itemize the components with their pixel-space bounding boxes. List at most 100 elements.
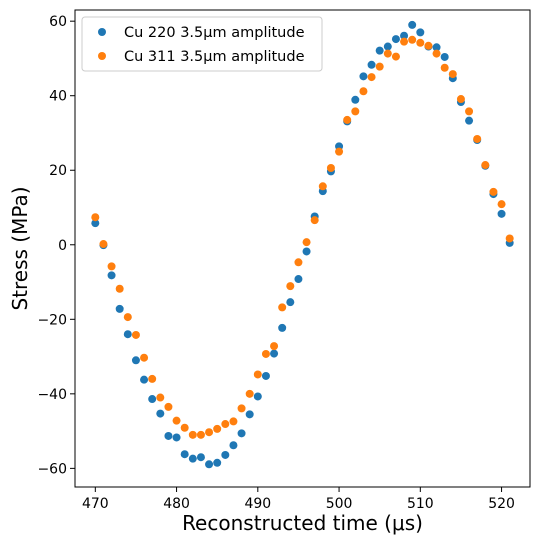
y-tick-label: 0 (58, 238, 67, 254)
data-point-series0-7 (148, 395, 157, 404)
data-point-series0-9 (164, 431, 173, 440)
data-point-series0-50 (497, 209, 506, 218)
data-point-series1-47 (473, 134, 482, 143)
data-point-series0-6 (140, 375, 149, 384)
y-axis-ticks: −60 −40 −20 0 20 40 60 (37, 14, 75, 477)
data-point-series1-45 (456, 95, 465, 104)
data-point-series1-44 (448, 70, 457, 79)
data-point-series1-29 (326, 164, 335, 173)
data-point-series0-33 (359, 72, 368, 81)
data-point-series0-8 (156, 409, 165, 418)
data-point-series1-1 (99, 240, 108, 249)
data-point-series1-22 (270, 342, 279, 351)
data-point-series1-40 (416, 38, 425, 47)
data-point-series0-32 (351, 95, 360, 104)
data-point-series1-0 (91, 213, 100, 222)
data-point-series0-36 (383, 42, 392, 51)
y-tick-label: 60 (49, 14, 67, 30)
data-point-series0-13 (196, 453, 205, 462)
data-point-series0-40 (416, 28, 425, 37)
data-point-series1-12 (188, 430, 197, 439)
series-1 (91, 35, 514, 439)
data-point-series1-21 (261, 349, 270, 358)
data-point-series0-43 (440, 52, 449, 61)
data-point-series0-34 (367, 60, 376, 69)
data-point-series1-34 (367, 73, 376, 82)
data-point-series1-37 (391, 52, 400, 61)
data-point-series0-38 (400, 31, 409, 40)
data-point-series1-39 (408, 35, 417, 44)
data-point-series1-25 (294, 258, 303, 267)
data-point-series1-18 (237, 404, 246, 413)
data-point-series1-5 (131, 330, 140, 339)
data-point-series1-26 (302, 238, 311, 247)
legend-marker-cu-220 (98, 28, 106, 36)
data-point-series0-5 (131, 356, 140, 365)
data-point-series1-11 (180, 423, 189, 432)
data-point-series0-21 (261, 371, 270, 380)
data-point-series1-38 (400, 37, 409, 46)
data-point-series0-0 (91, 219, 100, 228)
y-tick-label: −60 (37, 461, 67, 477)
data-point-series1-27 (310, 216, 319, 225)
data-point-series0-25 (294, 275, 303, 284)
y-tick-label: −20 (37, 312, 67, 328)
x-tick-label: 500 (326, 496, 353, 512)
data-point-series1-31 (343, 115, 352, 124)
data-point-series1-48 (481, 161, 490, 170)
data-point-series1-10 (172, 416, 181, 425)
data-points-layer (91, 20, 514, 469)
legend-marker-cu-311 (98, 52, 106, 60)
data-point-series1-19 (245, 389, 254, 398)
data-point-series0-42 (432, 43, 441, 52)
data-point-series1-13 (196, 430, 205, 439)
legend-label-cu-311: Cu 311 3.5μm amplitude (124, 49, 305, 65)
data-point-series0-35 (375, 46, 384, 55)
data-point-series0-23 (278, 323, 287, 332)
x-tick-label: 470 (82, 496, 109, 512)
data-point-series1-42 (432, 49, 441, 58)
data-point-series0-10 (172, 433, 181, 442)
x-axis-ticks: 470 480 490 500 510 520 (82, 487, 515, 512)
x-tick-label: 490 (244, 496, 271, 512)
x-tick-label: 520 (488, 496, 515, 512)
data-point-series1-30 (335, 147, 344, 156)
data-point-series0-16 (221, 450, 230, 459)
data-point-series0-11 (180, 450, 189, 459)
y-axis-label: Stress (MPa) (8, 186, 32, 310)
data-point-series1-41 (424, 41, 433, 50)
data-point-series0-24 (286, 298, 295, 307)
data-point-series1-17 (229, 417, 238, 426)
data-point-series1-28 (318, 182, 327, 191)
x-axis-label: Reconstructed time (μs) (182, 511, 423, 535)
data-point-series1-51 (505, 234, 514, 243)
data-point-series0-26 (302, 247, 311, 256)
data-point-series1-4 (123, 313, 132, 322)
data-point-series1-9 (164, 402, 173, 411)
data-point-series1-49 (489, 187, 498, 196)
data-point-series0-18 (237, 429, 246, 438)
data-point-series1-15 (213, 424, 222, 433)
legend-label-cu-220: Cu 220 3.5μm amplitude (124, 25, 305, 41)
series-0 (91, 20, 514, 469)
x-tick-label: 480 (163, 496, 190, 512)
y-tick-label: −40 (37, 387, 67, 403)
x-tick-label: 510 (407, 496, 434, 512)
data-point-series1-24 (286, 282, 295, 291)
y-tick-label: 20 (49, 163, 67, 179)
data-point-series1-7 (148, 374, 157, 383)
data-point-series1-6 (140, 353, 149, 362)
data-point-series0-39 (408, 20, 417, 29)
data-point-series0-19 (245, 410, 254, 419)
data-point-series0-17 (229, 441, 238, 450)
y-tick-label: 40 (49, 89, 67, 105)
data-point-series0-4 (123, 330, 132, 339)
plot-frame (74, 9, 531, 488)
data-point-series1-14 (205, 428, 214, 437)
data-point-series1-43 (440, 63, 449, 72)
data-point-series1-23 (278, 303, 287, 312)
data-point-series1-3 (115, 284, 124, 293)
data-point-series1-32 (351, 107, 360, 116)
data-point-series0-46 (465, 116, 474, 125)
